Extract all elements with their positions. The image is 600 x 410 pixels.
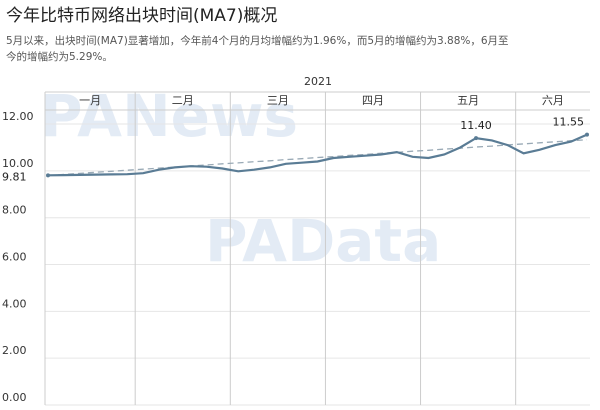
month-label: 三月 [267, 94, 289, 107]
subtitle: 5月以来，出块时间(MA7)显著增加，今年前4个月的月均增幅约为1.96%，而5… [6, 34, 509, 47]
data-point [585, 132, 589, 137]
y-tick-label: 2.00 [2, 344, 27, 357]
watermark: PAData [205, 207, 441, 275]
watermark: PANews [40, 82, 298, 150]
series-line [47, 133, 588, 177]
month-label: 四月 [362, 94, 384, 107]
data-label: 11.55 [553, 116, 585, 129]
subtitle: 今的增幅约为5.29%。 [6, 50, 113, 63]
y-tick-label: 10.00 [2, 157, 34, 170]
year-label: 2021 [304, 75, 332, 88]
month-label: 一月 [79, 94, 101, 107]
series-line [47, 139, 588, 177]
data-point [474, 136, 479, 141]
data-label: 11.40 [460, 119, 492, 132]
data-label: 9.81 [2, 170, 27, 183]
y-tick-label: 4.00 [2, 297, 27, 310]
chart-title: 今年比特币网络出块时间(MA7)概况 [6, 6, 277, 26]
y-tick-label: 8.00 [2, 204, 27, 217]
y-tick-label: 6.00 [2, 251, 27, 264]
y-tick-label: 12.00 [2, 110, 34, 123]
month-label: 六月 [542, 94, 564, 107]
data-point [46, 173, 50, 178]
y-tick-label: 0.00 [2, 391, 27, 404]
month-label: 五月 [457, 94, 479, 107]
month-label: 二月 [172, 94, 194, 107]
